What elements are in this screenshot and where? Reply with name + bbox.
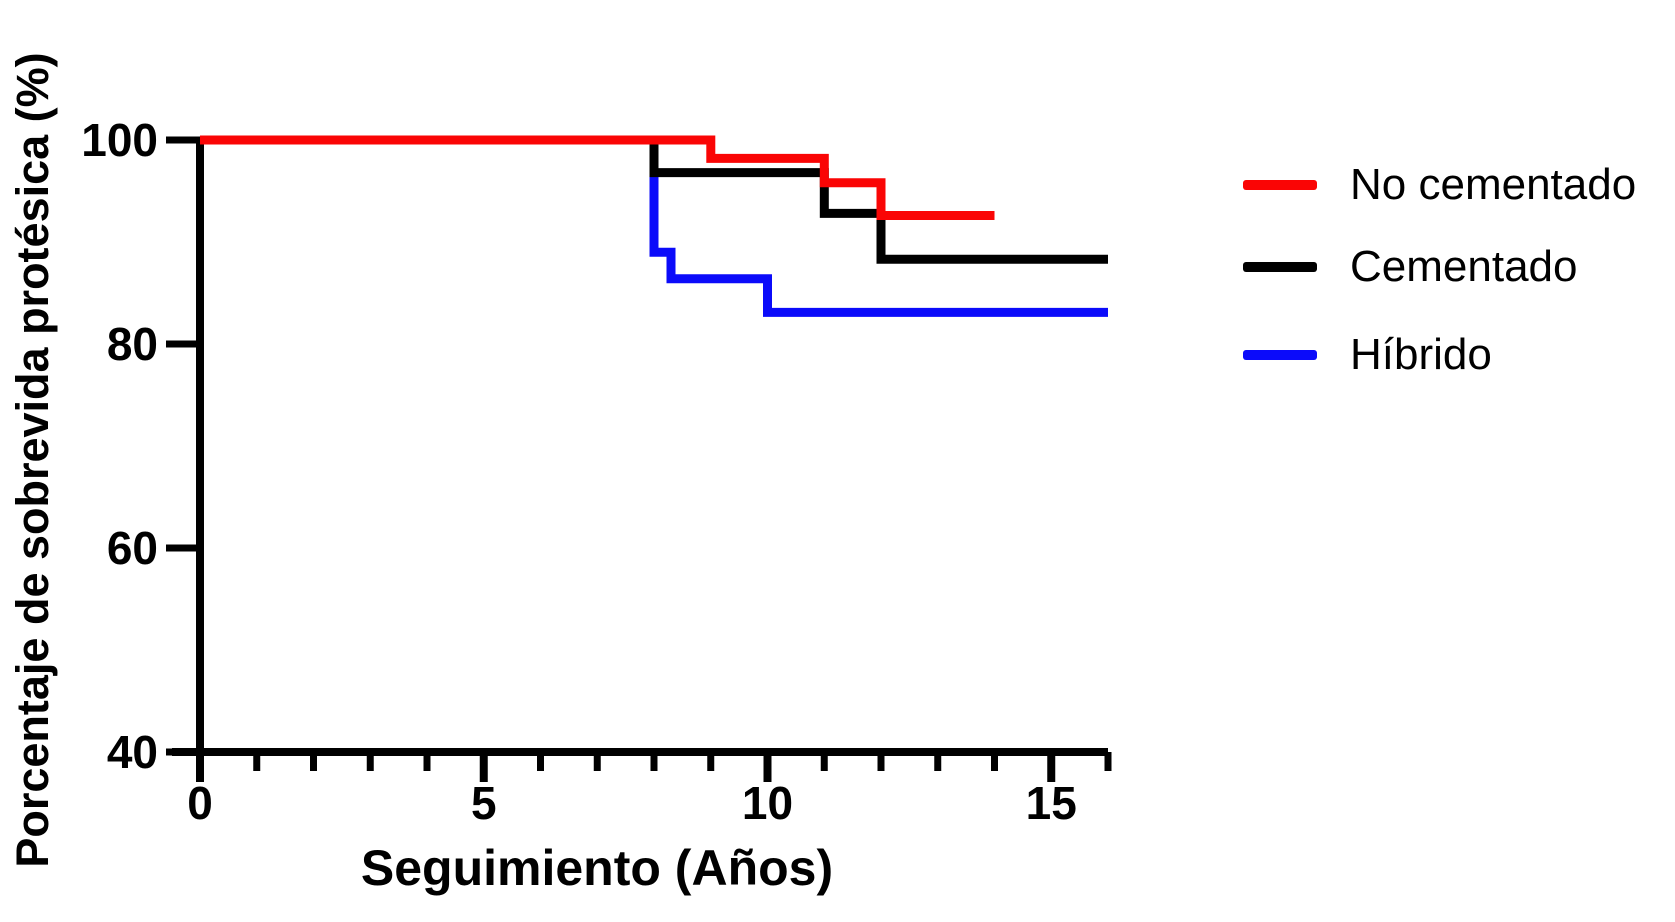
legend-label-hibrido: Híbrido: [1350, 330, 1492, 379]
legend-item-no-cementado: No cementado: [1243, 160, 1636, 210]
legend-item-hibrido: Híbrido: [1243, 330, 1492, 380]
legend-label-no-cementado: No cementado: [1350, 160, 1637, 209]
y-tick-label: 40: [107, 726, 158, 778]
hibrido-line-swatch: [1243, 350, 1317, 360]
y-tick-label: 80: [107, 318, 158, 370]
legend-label-cementado: Cementado: [1350, 242, 1578, 291]
no-cementado-line-swatch: [1243, 180, 1317, 190]
series-curve-no-cementado: [200, 135, 995, 220]
x-tick-label: 15: [1026, 777, 1077, 829]
y-tick-label: 60: [107, 522, 158, 574]
cementado-line-swatch: [1243, 262, 1317, 272]
x-tick-label: 10: [742, 777, 793, 829]
x-axis-title: Seguimiento (Años): [360, 840, 834, 896]
legend-item-cementado: Cementado: [1243, 242, 1577, 292]
x-tick-label: 5: [471, 777, 497, 829]
y-axis-title: Porcentaje de sobrevida protésica (%): [7, 52, 58, 868]
series-curve-cementado: [200, 135, 1108, 264]
x-tick-label: 0: [187, 777, 213, 829]
y-tick-label: 100: [81, 114, 158, 166]
